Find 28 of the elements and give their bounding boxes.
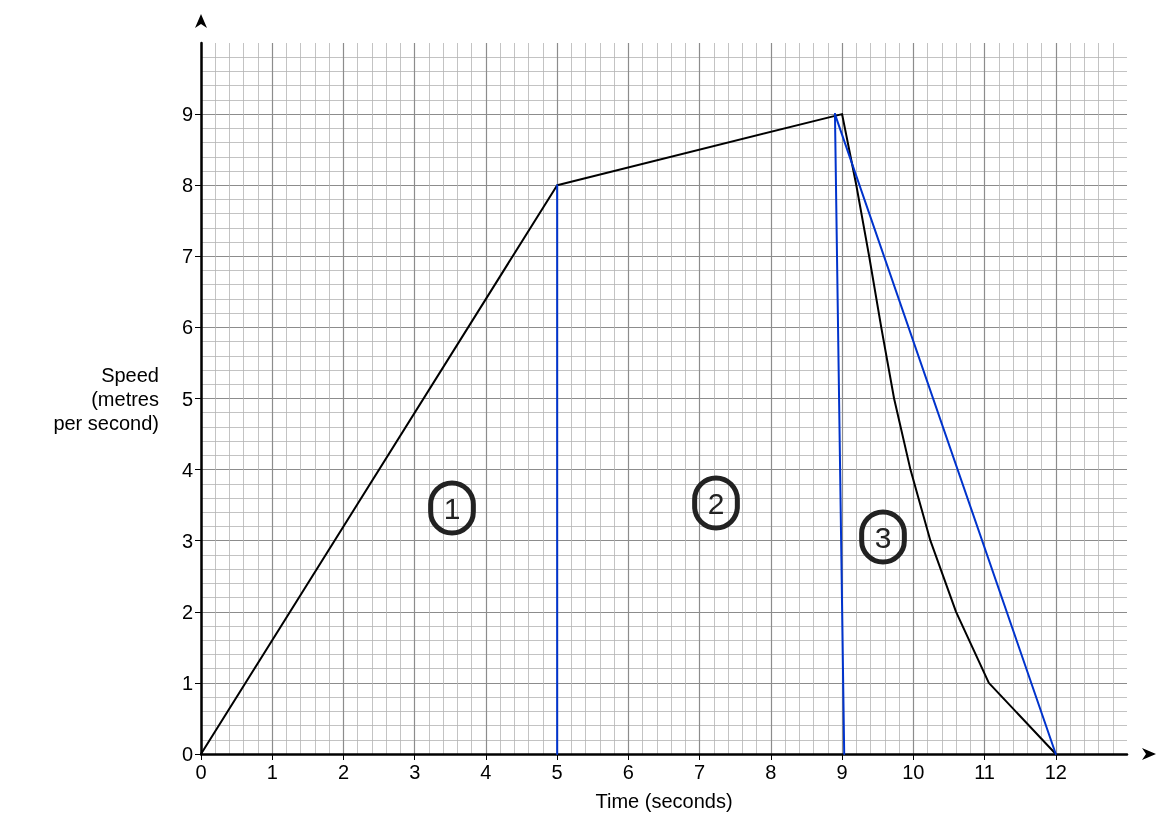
annotation: 2 (707, 486, 725, 520)
x-tick-label: 10 (902, 761, 925, 783)
annotation: 3 (874, 520, 892, 554)
x-tick-label: 8 (765, 761, 777, 783)
x-tick-label: 2 (337, 761, 350, 783)
x-tick-label: 9 (836, 761, 848, 783)
x-tick-label: 4 (480, 761, 492, 783)
x-tick-label: 12 (1044, 761, 1067, 783)
y-tick-label: 0 (181, 743, 193, 765)
y-tick-label: 4 (181, 458, 193, 481)
x-tick-label: 0 (195, 761, 207, 783)
y-tick-label: 5 (181, 387, 193, 410)
y-tick-label: 7 (181, 245, 193, 268)
y-tick-label: 3 (181, 529, 193, 552)
y-tick-label: 1 (181, 671, 193, 694)
y-tick-label: 9 (181, 103, 193, 126)
y-tick-label: 6 (181, 316, 193, 339)
annotation: 1 (443, 491, 461, 525)
x-tick-label: 1 (266, 761, 278, 783)
x-tick-label: 5 (551, 761, 563, 783)
y-axis-title: Speed (metres per second) (53, 363, 159, 434)
x-tick-label: 7 (694, 761, 706, 783)
x-tick-label: 6 (622, 761, 634, 783)
x-tick-label: 3 (409, 761, 421, 783)
x-axis-title: Time (seconds) (595, 790, 733, 812)
y-tick-label: 2 (181, 600, 193, 623)
x-tick-label: 11 (974, 761, 995, 783)
y-tick-label: 8 (181, 174, 193, 197)
